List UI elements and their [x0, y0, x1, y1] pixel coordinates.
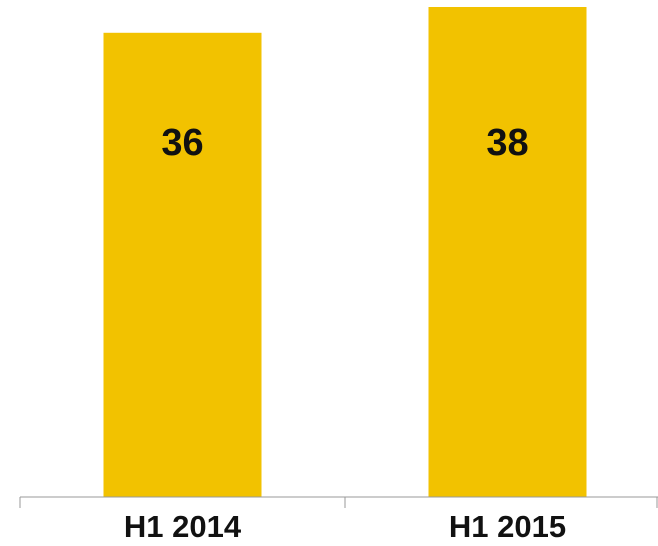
- value-label: 38: [486, 122, 528, 164]
- bar: [103, 32, 262, 497]
- bar: [428, 7, 587, 497]
- x-tick-label: H1 2015: [449, 509, 566, 544]
- value-label: 36: [161, 122, 203, 164]
- x-tick-label: H1 2014: [124, 509, 242, 544]
